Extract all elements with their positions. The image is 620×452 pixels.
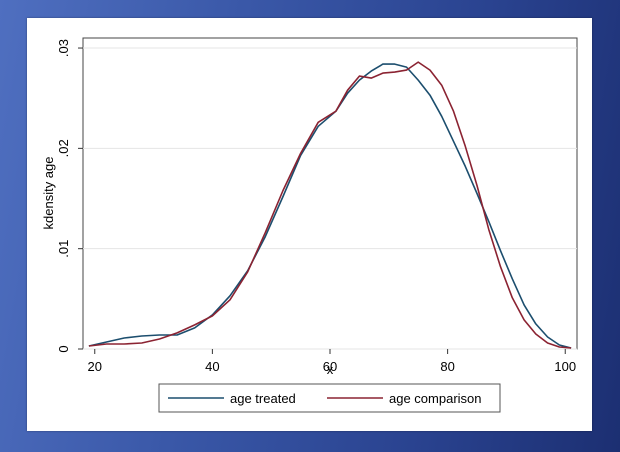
y-tick-label: .01 bbox=[56, 240, 71, 258]
plot-area bbox=[82, 37, 578, 350]
y-axis: 0 .01 .02 .03 bbox=[56, 39, 83, 353]
x-tick-label: 100 bbox=[554, 359, 576, 374]
series-lines bbox=[88, 61, 572, 349]
legend-label-treated: age treated bbox=[230, 391, 296, 406]
chart-frame: 0 .01 .02 .03 20 40 60 80 100 kdensity age x ag… bbox=[27, 18, 592, 431]
y-tick-label: .03 bbox=[56, 39, 71, 57]
y-axis-title: kdensity age bbox=[41, 157, 56, 230]
series-line-age-treated bbox=[88, 63, 572, 349]
x-tick-label: 60 bbox=[323, 359, 337, 374]
x-tick-label: 80 bbox=[440, 359, 454, 374]
x-axis: 20 40 60 80 100 bbox=[88, 349, 576, 374]
y-tick-label: .02 bbox=[56, 139, 71, 157]
series-line-age-comparison bbox=[88, 61, 572, 349]
legend-label-comparison: age comparison bbox=[389, 391, 482, 406]
x-tick-label: 40 bbox=[205, 359, 219, 374]
x-axis-title: x bbox=[327, 362, 334, 377]
y-tick-label: 0 bbox=[56, 345, 71, 352]
kdensity-chart: 0 .01 .02 .03 20 40 60 80 100 kdensity age x ag… bbox=[41, 37, 578, 413]
x-tick-label: 20 bbox=[88, 359, 102, 374]
legend: age treated age comparison bbox=[158, 383, 501, 413]
